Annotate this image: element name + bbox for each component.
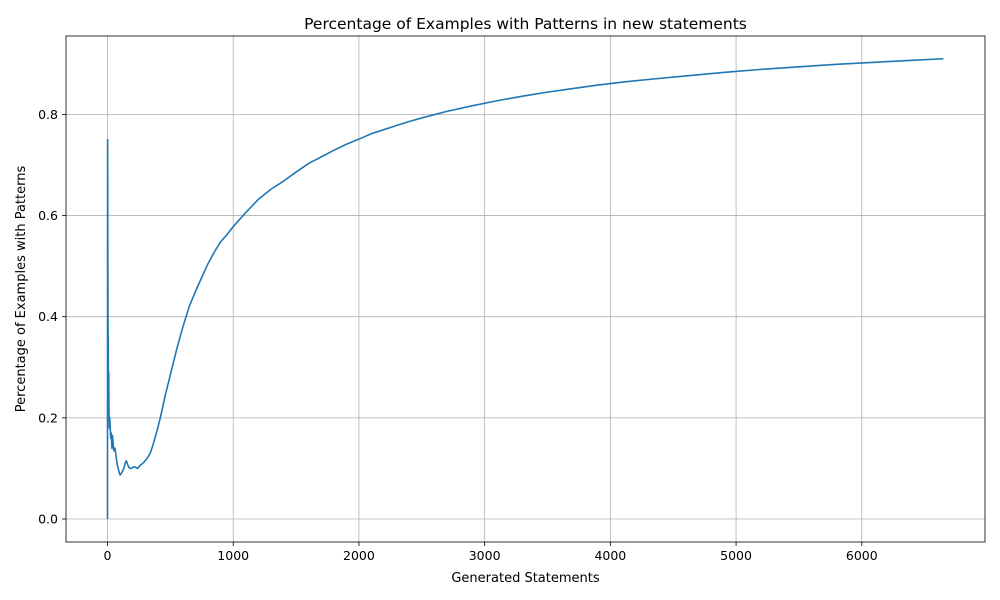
chart-title: Percentage of Examples with Patterns in … (304, 15, 747, 33)
x-tick-label: 6000 (846, 548, 878, 563)
x-tick-label: 3000 (469, 548, 501, 563)
x-tick-label: 5000 (720, 548, 752, 563)
y-tick-label: 0.8 (38, 107, 58, 122)
x-tick-label: 1000 (217, 548, 249, 563)
series-layer (106, 57, 944, 519)
grid-lines (66, 36, 985, 542)
ticks: 0 1000 2000 3000 4000 5000 6000 0.0 0.2 0.4 0.6 0.8 (38, 107, 878, 563)
x-axis-label: Generated Statements (451, 571, 600, 586)
x-tick-label: 2000 (343, 548, 375, 563)
y-axis-label: Percentage of Examples with Patterns (14, 166, 29, 413)
x-tick-label: 4000 (594, 548, 626, 563)
plot-frame (65, 35, 986, 543)
y-tick-label: 0.2 (38, 410, 58, 425)
y-tick-label: 0.6 (38, 208, 58, 223)
x-tick-label: 0 (104, 548, 112, 563)
y-tick-label: 0.4 (38, 309, 58, 324)
series-line-0 (106, 57, 944, 519)
y-tick-label: 0.0 (38, 511, 58, 526)
